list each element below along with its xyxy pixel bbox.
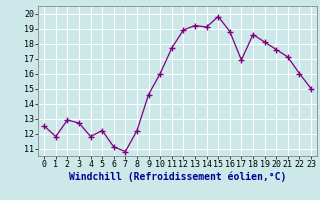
X-axis label: Windchill (Refroidissement éolien,°C): Windchill (Refroidissement éolien,°C) — [69, 172, 286, 182]
